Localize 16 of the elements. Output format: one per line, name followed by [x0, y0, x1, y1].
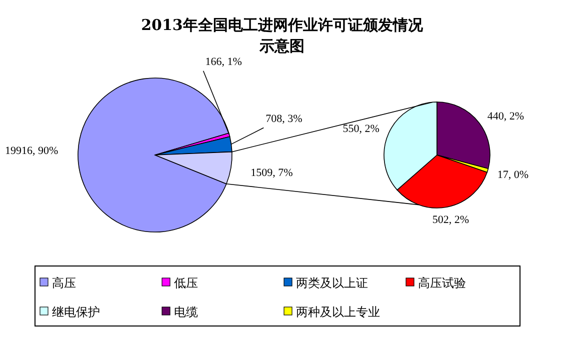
- data-label: 550, 2%: [342, 123, 380, 136]
- legend-label: 高压: [52, 276, 76, 290]
- legend-label: 高压试验: [418, 276, 466, 290]
- legend-label: 继电保护: [52, 305, 100, 319]
- data-label: 17, 0%: [497, 168, 529, 181]
- data-label: 708, 3%: [266, 112, 302, 125]
- legend-label: 两类及以上证: [296, 276, 368, 290]
- chart-title: 2013年全国电工进网作业许可证颁发情况示意图: [141, 16, 424, 55]
- data-label: 19916, 90%: [4, 145, 58, 158]
- legend-label: 两种及以上专业: [296, 305, 380, 319]
- data-label: 1509, 7%: [250, 166, 293, 179]
- data-label: 502, 2%: [432, 214, 470, 226]
- data-label: 166, 1%: [205, 56, 242, 68]
- legend-label: 低压: [174, 276, 198, 290]
- data-label: 440, 2%: [487, 110, 524, 122]
- legend-label: 电缆: [174, 305, 198, 319]
